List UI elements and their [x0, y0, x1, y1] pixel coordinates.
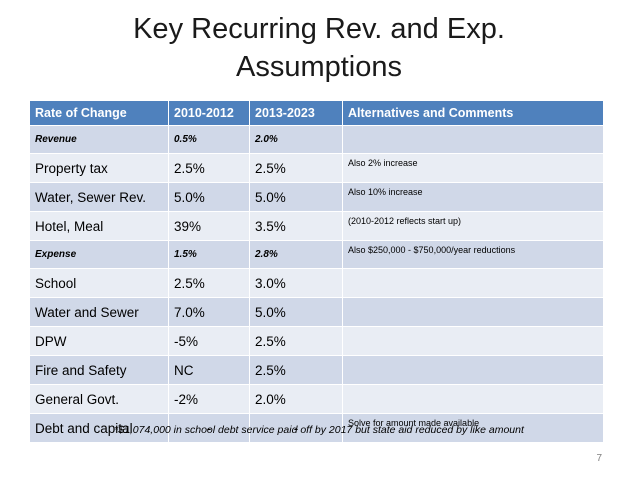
table-header-row: Rate of Change 2010-2012 2013-2023 Alter…	[29, 100, 604, 126]
header-period-2010-2012: 2010-2012	[168, 100, 250, 126]
row-label: Debt and capital	[29, 413, 169, 443]
header-rate-of-change: Rate of Change	[29, 100, 169, 126]
row-comment: (2010-2012 reflects start up)	[342, 211, 604, 241]
row-comment: Also 2% increase	[342, 153, 604, 183]
row-rate-2010-2012: -5%	[168, 326, 250, 356]
row-rate-2013-2023: 2.0%	[249, 384, 343, 414]
row-label: Revenue	[29, 125, 169, 154]
row-comment	[342, 297, 604, 327]
assumptions-table: Rate of Change 2010-2012 2013-2023 Alter…	[29, 100, 604, 443]
row-label: Water, Sewer Rev.	[29, 182, 169, 212]
row-rate-2013-2023: 2.5%	[249, 326, 343, 356]
row-rate-2013-2023: 2.5%	[249, 153, 343, 183]
row-rate-2013-2023: 2.0%	[249, 125, 343, 154]
row-comment: Solve for amount made available	[342, 413, 604, 443]
header-alternatives-comments: Alternatives and Comments	[342, 100, 604, 126]
table-row: Water and Sewer 7.0% 5.0%	[29, 297, 604, 327]
row-rate-2013-2023: 3.0%	[249, 268, 343, 298]
row-rate-2013-2023: 2.8%	[249, 240, 343, 269]
table-row: Fire and Safety NC 2.5%	[29, 355, 604, 385]
row-rate-2013-2023: 3.5%	[249, 211, 343, 241]
slide-title-line2: Assumptions	[235, 51, 402, 83]
table-row: DPW -5% 2.5%	[29, 326, 604, 356]
row-comment	[342, 384, 604, 414]
row-comment	[342, 125, 604, 154]
row-label: Property tax	[29, 153, 169, 183]
row-rate-2010-2012: 5.0%	[168, 182, 250, 212]
row-comment	[342, 268, 604, 298]
row-rate-2010-2012: 1.5%	[168, 240, 250, 269]
table-row-expense: Expense 1.5% 2.8% Also $250,000 - $750,0…	[29, 240, 604, 269]
footnote: *$1,074,000 in school debt service paid …	[114, 424, 524, 436]
row-comment: Also $250,000 - $750,000/year reductions	[342, 240, 604, 269]
slide-title-line1: Key Recurring Rev. and Exp.	[133, 13, 505, 45]
table-row: Debt and capital - - Solve for amount ma…	[29, 413, 604, 443]
row-rate-2010-2012: 2.5%	[168, 268, 250, 298]
row-rate-2013-2023: -	[249, 413, 343, 443]
row-label: School	[29, 268, 169, 298]
page-number: 7	[596, 453, 602, 464]
table-row: Water, Sewer Rev. 5.0% 5.0% Also 10% inc…	[29, 182, 604, 212]
row-rate-2010-2012: 39%	[168, 211, 250, 241]
row-comment: Also 10% increase	[342, 182, 604, 212]
row-label: General Govt.	[29, 384, 169, 414]
row-rate-2010-2012: -2%	[168, 384, 250, 414]
table-row-revenue: Revenue 0.5% 2.0%	[29, 125, 604, 154]
row-label: Expense	[29, 240, 169, 269]
row-rate-2013-2023: 2.5%	[249, 355, 343, 385]
header-period-2013-2023: 2013-2023	[249, 100, 343, 126]
row-label: Hotel, Meal	[29, 211, 169, 241]
row-rate-2010-2012: NC	[168, 355, 250, 385]
row-comment	[342, 326, 604, 356]
table-row: Hotel, Meal 39% 3.5% (2010-2012 reflects…	[29, 211, 604, 241]
row-rate-2013-2023: 5.0%	[249, 182, 343, 212]
row-label: Fire and Safety	[29, 355, 169, 385]
row-label: DPW	[29, 326, 169, 356]
row-label: Water and Sewer	[29, 297, 169, 327]
row-rate-2010-2012: 0.5%	[168, 125, 250, 154]
table-row: General Govt. -2% 2.0%	[29, 384, 604, 414]
table-row: School 2.5% 3.0%	[29, 268, 604, 298]
row-rate-2010-2012: 2.5%	[168, 153, 250, 183]
slide-title: Key Recurring Rev. and Exp. Assumptions	[0, 10, 638, 86]
row-rate-2013-2023: 5.0%	[249, 297, 343, 327]
row-rate-2010-2012: 7.0%	[168, 297, 250, 327]
table-row: Property tax 2.5% 2.5% Also 2% increase	[29, 153, 604, 183]
row-comment	[342, 355, 604, 385]
